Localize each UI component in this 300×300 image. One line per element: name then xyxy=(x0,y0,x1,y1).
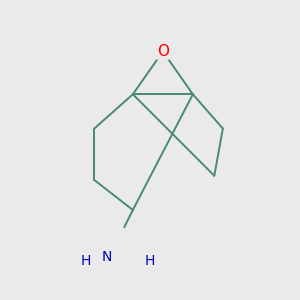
Text: N: N xyxy=(102,250,112,264)
Text: O: O xyxy=(157,44,169,59)
Text: H: H xyxy=(145,254,155,268)
Text: H: H xyxy=(80,254,91,268)
